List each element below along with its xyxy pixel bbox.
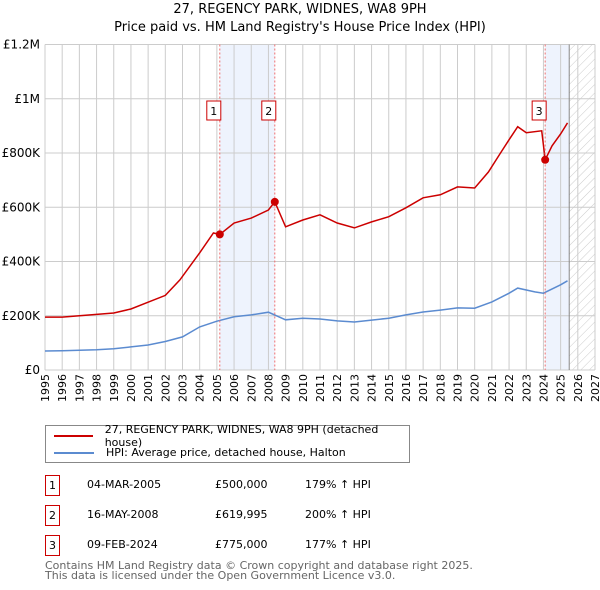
y-tick-label: £1M xyxy=(14,92,40,106)
y-tick-label: £600K xyxy=(2,200,42,214)
footer-copyright: Contains HM Land Registry data © Crown c… xyxy=(45,559,473,572)
x-tick-label: 2006 xyxy=(228,374,241,402)
x-tick-label: 1996 xyxy=(56,374,69,402)
x-tick-label: 1998 xyxy=(91,374,104,402)
y-tick-label: £1.2M xyxy=(3,38,40,52)
x-tick-label: 2005 xyxy=(211,374,224,402)
x-tick-label: 2025 xyxy=(555,374,568,402)
x-tick-label: 2000 xyxy=(125,374,138,402)
x-tick-label: 2013 xyxy=(348,374,361,402)
x-tick-label: 2008 xyxy=(262,374,275,402)
sale-row: 1 04-MAR-2005 £500,000 179% ↑ HPI xyxy=(45,475,445,496)
sale-hpi-change: 200% ↑ HPI xyxy=(305,508,371,521)
y-tick-label: £400K xyxy=(2,255,42,269)
sale-point xyxy=(541,155,550,164)
sale-point xyxy=(215,230,224,239)
x-tick-label: 2009 xyxy=(280,374,293,402)
x-tick-label: 2020 xyxy=(469,374,482,402)
x-tick-label: 2010 xyxy=(297,374,310,402)
x-tick-label: 2012 xyxy=(331,374,344,402)
sale-label-box xyxy=(261,100,277,121)
footer-licence: This data is licensed under the Open Gov… xyxy=(45,569,396,582)
x-tick-label: 1997 xyxy=(73,374,86,402)
x-tick-label: 2021 xyxy=(486,374,499,402)
legend-item-hpi: HPI: Average price, detached house, Halt… xyxy=(54,444,346,461)
x-tick-label: 2016 xyxy=(400,374,413,402)
sale-point xyxy=(270,197,279,206)
sale-label: 2 xyxy=(265,105,272,118)
x-tick-label: 2026 xyxy=(572,374,585,402)
price-chart: 1995 1996 1997 1998 1999 2000 2001 2002 2003 2004… xyxy=(2,38,600,403)
sale-price: £775,000 xyxy=(215,538,268,551)
x-tick-label: 2019 xyxy=(452,374,465,402)
sale-row: 3 09-FEB-2024 £775,000 177% ↑ HPI xyxy=(45,535,445,556)
x-tick-label: 2015 xyxy=(383,374,396,402)
hpi-line xyxy=(44,280,568,352)
legend-swatch xyxy=(54,434,93,437)
x-tick-label: 2003 xyxy=(177,374,190,402)
y-tick-label: £0 xyxy=(25,363,40,377)
x-tick-label: 2022 xyxy=(503,374,516,402)
x-tick-label: 2027 xyxy=(589,374,600,402)
x-tick-label: 2018 xyxy=(434,374,447,402)
legend: 27, REGENCY PARK, WIDNES, WA8 9PH (detac… xyxy=(45,423,410,463)
x-tick-label: 2001 xyxy=(142,374,155,402)
property-price-line xyxy=(45,122,569,318)
sale-number-badge: 3 xyxy=(45,535,60,556)
legend-item-property: 27, REGENCY PARK, WIDNES, WA8 9PH (detac… xyxy=(54,423,409,449)
sale-label-box xyxy=(206,100,222,121)
x-tick-label: 2004 xyxy=(194,374,207,402)
x-tick-label: 2007 xyxy=(245,374,258,402)
x-tick-label: 2002 xyxy=(159,374,172,402)
y-tick-label: £800K xyxy=(2,146,42,160)
chart-title: 27, REGENCY PARK, WIDNES, WA8 9PH xyxy=(173,2,427,17)
sale-label-box xyxy=(531,100,547,121)
y-tick-label: £200K xyxy=(2,309,42,323)
legend-label: 27, REGENCY PARK, WIDNES, WA8 9PH (detac… xyxy=(104,422,379,449)
sale-number-badge: 1 xyxy=(45,475,60,496)
sale-row: 2 16-MAY-2008 £619,995 200% ↑ HPI xyxy=(45,505,445,526)
sale-date: 16-MAY-2008 xyxy=(87,508,159,521)
sale-label: 1 xyxy=(210,105,217,118)
sale-label: 3 xyxy=(536,105,543,118)
x-tick-label: 1999 xyxy=(108,374,121,402)
sale-date: 04-MAR-2005 xyxy=(87,478,162,491)
sale-number-badge: 2 xyxy=(45,505,60,526)
x-tick-label: 2011 xyxy=(314,374,327,402)
sale-hpi-change: 177% ↑ HPI xyxy=(305,538,371,551)
x-tick-label: 2017 xyxy=(417,374,430,402)
x-tick-label: 1995 xyxy=(39,374,52,402)
sale-price: £500,000 xyxy=(215,478,268,491)
x-tick-label: 2024 xyxy=(537,374,550,402)
legend-label: HPI: Average price, detached house, Halt… xyxy=(106,446,346,459)
sale-hpi-change: 179% ↑ HPI xyxy=(305,478,371,491)
sale-price: £619,995 xyxy=(215,508,268,521)
x-tick-label: 2014 xyxy=(366,374,379,402)
chart-subtitle: Price paid vs. HM Land Registry's House … xyxy=(114,20,486,35)
sale-date: 09-FEB-2024 xyxy=(87,538,158,551)
legend-swatch xyxy=(54,451,94,454)
x-tick-label: 2023 xyxy=(520,374,533,402)
